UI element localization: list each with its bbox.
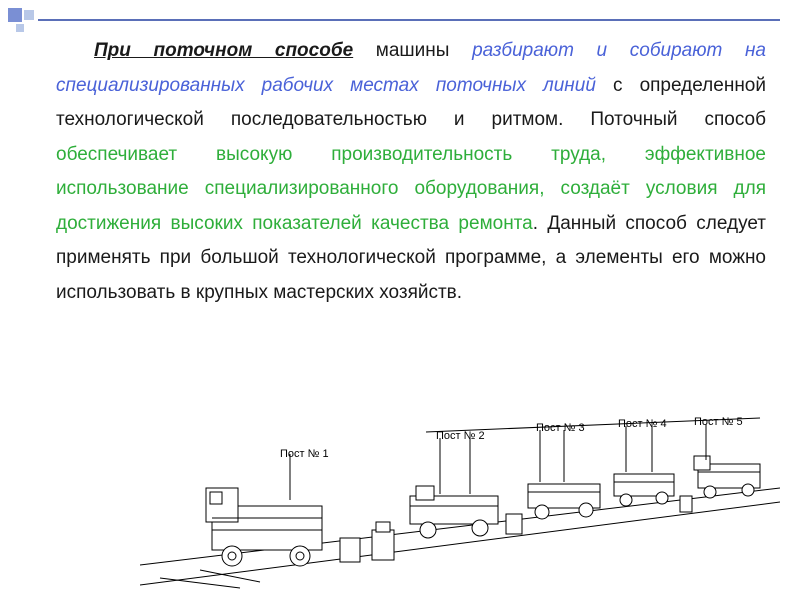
post-label: Пост № 1 bbox=[280, 448, 329, 460]
post-label: Пост № 3 bbox=[536, 422, 585, 434]
deco-square bbox=[16, 24, 24, 32]
header-rule bbox=[38, 19, 780, 21]
post-label: Пост № 5 bbox=[694, 416, 743, 428]
deco-square bbox=[8, 8, 22, 22]
post-label: Пост № 2 bbox=[436, 430, 485, 442]
assembly-line-diagram: Пост № 1 Пост № 2 Пост № 3 Пост № 4 Пост… bbox=[140, 410, 780, 590]
deco-square bbox=[24, 10, 34, 20]
paragraph: При поточном способе машины разбирают и … bbox=[56, 34, 766, 311]
post-label: Пост № 4 bbox=[618, 418, 667, 430]
lead-phrase: При поточном способе bbox=[94, 40, 353, 61]
text-run: машины bbox=[353, 40, 472, 61]
body-text: При поточном способе машины разбирают и … bbox=[56, 34, 766, 311]
